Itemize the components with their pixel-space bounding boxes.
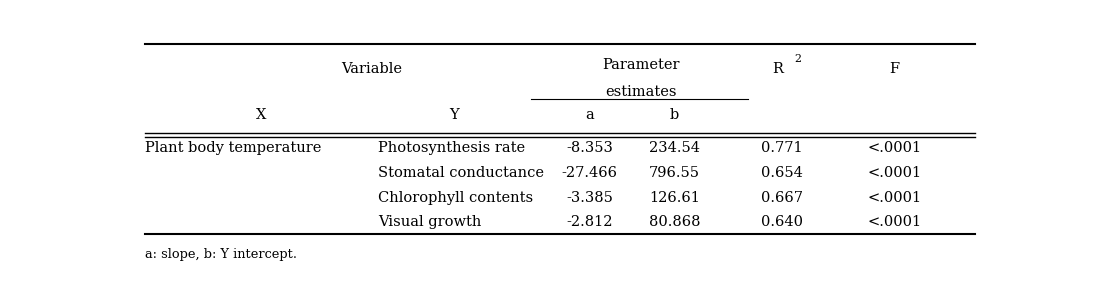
Text: 2: 2	[794, 54, 801, 64]
Text: -8.353: -8.353	[566, 141, 613, 155]
Text: Parameter: Parameter	[602, 58, 680, 72]
Text: -2.812: -2.812	[566, 215, 613, 229]
Text: X: X	[257, 108, 267, 122]
Text: <.0001: <.0001	[868, 215, 921, 229]
Text: a: a	[586, 108, 595, 122]
Text: 0.771: 0.771	[762, 141, 803, 155]
Text: 0.640: 0.640	[761, 215, 803, 229]
Text: -27.466: -27.466	[562, 166, 618, 180]
Text: b: b	[670, 108, 679, 122]
Text: -3.385: -3.385	[566, 191, 613, 205]
Text: 126.61: 126.61	[649, 191, 700, 205]
Text: estimates: estimates	[604, 85, 677, 99]
Text: 80.868: 80.868	[649, 215, 701, 229]
Text: F: F	[890, 62, 900, 76]
Text: Stomatal conductance: Stomatal conductance	[378, 166, 544, 180]
Text: <.0001: <.0001	[868, 141, 921, 155]
Text: 796.55: 796.55	[649, 166, 700, 180]
Text: 234.54: 234.54	[649, 141, 700, 155]
Text: a: slope, b: Y intercept.: a: slope, b: Y intercept.	[145, 248, 297, 261]
Text: Photosynthesis rate: Photosynthesis rate	[378, 141, 525, 155]
Text: 0.667: 0.667	[761, 191, 803, 205]
Text: <.0001: <.0001	[868, 191, 921, 205]
Text: Variable: Variable	[341, 62, 402, 76]
Text: Visual growth: Visual growth	[378, 215, 481, 229]
Text: <.0001: <.0001	[868, 166, 921, 180]
Text: R: R	[773, 62, 784, 76]
Text: Plant body temperature: Plant body temperature	[145, 141, 321, 155]
Text: Chlorophyll contents: Chlorophyll contents	[378, 191, 533, 205]
Text: 0.654: 0.654	[761, 166, 803, 180]
Text: Y: Y	[449, 108, 459, 122]
